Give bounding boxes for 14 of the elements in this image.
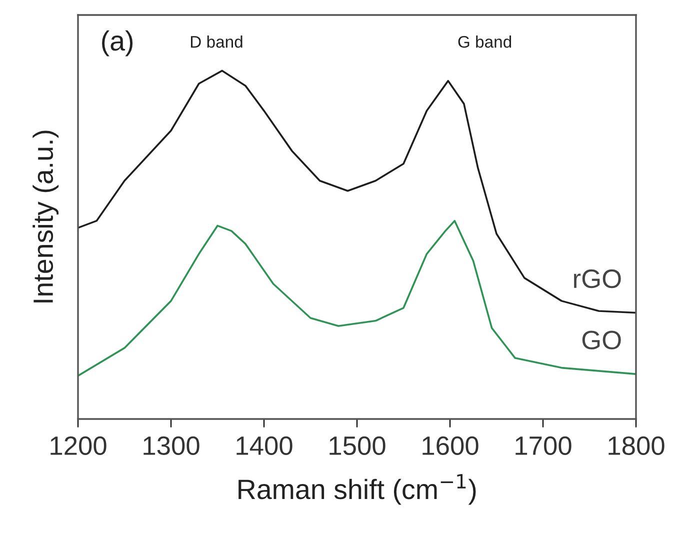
y-axis-title: Intensity (a.u.)	[32, 130, 59, 302]
x-tick-label: 1200	[50, 436, 106, 456]
series-label: GO	[582, 330, 621, 350]
text: D band	[190, 36, 242, 48]
x-tick-label: 1400	[236, 436, 292, 456]
series-label: rGO	[574, 269, 621, 288]
x-tick-label: 1800	[608, 436, 664, 456]
x-tick-label: 1600	[422, 436, 478, 456]
text: (a)	[102, 30, 133, 56]
x-axis-title: Raman shift (cm$^{−1}$)	[238, 474, 476, 505]
text: G band	[458, 36, 512, 48]
x-tick-label: 1700	[516, 436, 572, 456]
x-tick-label: 1300	[144, 436, 200, 456]
x-tick-label: 1500	[330, 436, 386, 456]
